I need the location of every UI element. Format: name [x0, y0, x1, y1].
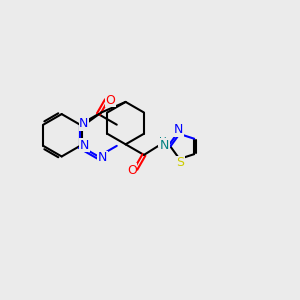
Text: O: O: [127, 164, 137, 177]
Text: O: O: [105, 94, 115, 106]
Text: N: N: [160, 139, 169, 152]
Text: S: S: [176, 156, 184, 169]
Text: N: N: [79, 117, 88, 130]
Text: N: N: [80, 139, 89, 152]
Text: N: N: [98, 151, 107, 164]
Text: H: H: [159, 137, 167, 147]
Text: N: N: [174, 123, 183, 136]
